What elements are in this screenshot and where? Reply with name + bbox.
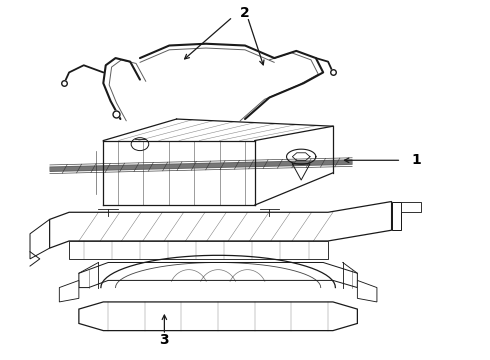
Polygon shape (103, 140, 255, 205)
Text: 2: 2 (240, 6, 250, 20)
Polygon shape (49, 202, 392, 248)
Polygon shape (103, 119, 333, 140)
Polygon shape (79, 262, 357, 288)
Polygon shape (59, 280, 79, 302)
Polygon shape (69, 241, 328, 259)
Polygon shape (30, 220, 49, 259)
Text: 1: 1 (411, 153, 421, 167)
Polygon shape (79, 302, 357, 330)
Polygon shape (357, 280, 377, 302)
Text: 3: 3 (160, 333, 169, 347)
Polygon shape (401, 202, 421, 212)
Polygon shape (392, 202, 401, 230)
Polygon shape (255, 126, 333, 205)
